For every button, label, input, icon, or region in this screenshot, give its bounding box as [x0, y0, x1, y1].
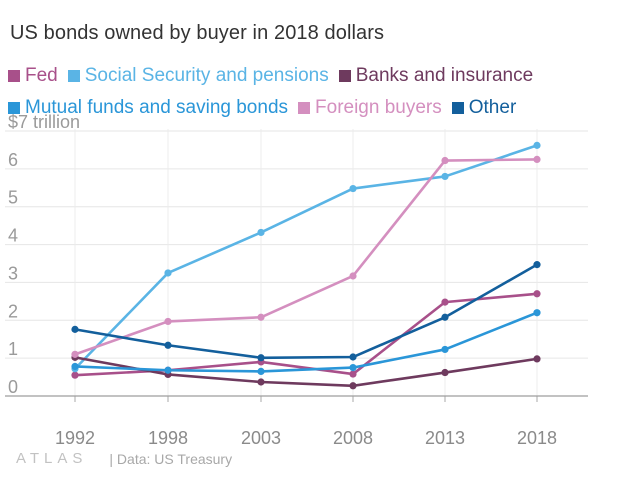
data-point — [441, 368, 449, 377]
y-tick-label: 3 — [8, 263, 18, 283]
legend-label: Social Security and pensions — [84, 65, 329, 86]
y-tick-label: 6 — [8, 150, 18, 170]
data-point — [533, 355, 541, 363]
x-tick-label: 1992 — [55, 428, 95, 448]
y-tick-label: 5 — [8, 188, 18, 208]
legend-item: Fed — [8, 64, 58, 88]
data-point — [441, 313, 449, 321]
chart-title: US bonds owned by buyer in 2018 dollars — [10, 22, 385, 44]
data-point — [441, 298, 449, 306]
data-point — [257, 354, 265, 362]
data-point — [533, 141, 541, 149]
legend-item: Social Security and pensions — [67, 64, 329, 88]
data-point — [349, 272, 357, 280]
x-tick-label: 2003 — [241, 428, 281, 448]
x-tick-label: 2008 — [333, 428, 373, 448]
data-point — [257, 313, 265, 321]
data-point — [349, 382, 357, 390]
series-line — [74, 158, 538, 356]
legend-swatch — [451, 102, 464, 114]
y-tick-label: 4 — [8, 226, 18, 246]
data-source: | Data: US Treasury — [109, 450, 233, 467]
data-point — [533, 261, 541, 269]
series-line — [74, 311, 538, 373]
legend-label: Fed — [25, 65, 58, 86]
data-point — [349, 184, 357, 193]
data-point — [164, 317, 172, 326]
series-line — [74, 292, 538, 377]
legend-swatch — [8, 70, 20, 82]
data-point — [257, 228, 265, 237]
data-point — [164, 269, 172, 277]
y-tick-label: 0 — [8, 377, 18, 397]
legend-swatch — [8, 102, 20, 114]
data-point — [349, 364, 357, 372]
data-point — [441, 172, 449, 181]
legend-item: Banks and insurance — [338, 64, 534, 88]
data-point — [349, 353, 357, 361]
y-tick-label: 1 — [8, 339, 18, 359]
atlas-logo: ATLAS — [16, 450, 88, 467]
y-tick-label: $7 trillion — [8, 112, 80, 132]
legend-label: Foreign buyers — [315, 97, 442, 118]
data-point — [441, 156, 449, 165]
legend-label: Other — [468, 97, 517, 118]
legend-swatch — [67, 70, 80, 82]
legend-swatch — [298, 102, 311, 114]
legend-swatch — [338, 70, 351, 82]
x-tick-label: 2018 — [517, 428, 557, 448]
legend-item: Other — [451, 96, 517, 120]
data-point — [533, 155, 541, 163]
data-point — [71, 362, 79, 371]
data-point — [441, 345, 449, 354]
data-point — [533, 290, 541, 298]
data-point — [164, 366, 172, 374]
y-tick-label: 2 — [8, 301, 18, 321]
series-line — [74, 356, 538, 388]
legend-item: Foreign buyers — [298, 96, 442, 120]
legend-label: Mutual funds and saving bonds — [25, 97, 289, 118]
data-point — [533, 309, 541, 317]
data-point — [71, 350, 79, 358]
data-point — [257, 378, 265, 386]
data-point — [164, 341, 172, 349]
data-point — [257, 367, 265, 375]
x-tick-label: 1998 — [148, 428, 188, 448]
chart-legend: Fed Social Security and pensions Banks and… — [8, 64, 628, 120]
series-line — [74, 144, 538, 370]
legend-label: Banks and insurance — [355, 65, 534, 86]
footer: ATLAS | Data: US Treasury — [16, 450, 232, 467]
data-point — [71, 325, 79, 333]
data-point — [71, 371, 79, 379]
data-point — [349, 370, 357, 378]
legend-item: Mutual funds and saving bonds — [8, 96, 288, 120]
series-line — [74, 263, 538, 360]
x-tick-label: 2013 — [425, 428, 465, 448]
